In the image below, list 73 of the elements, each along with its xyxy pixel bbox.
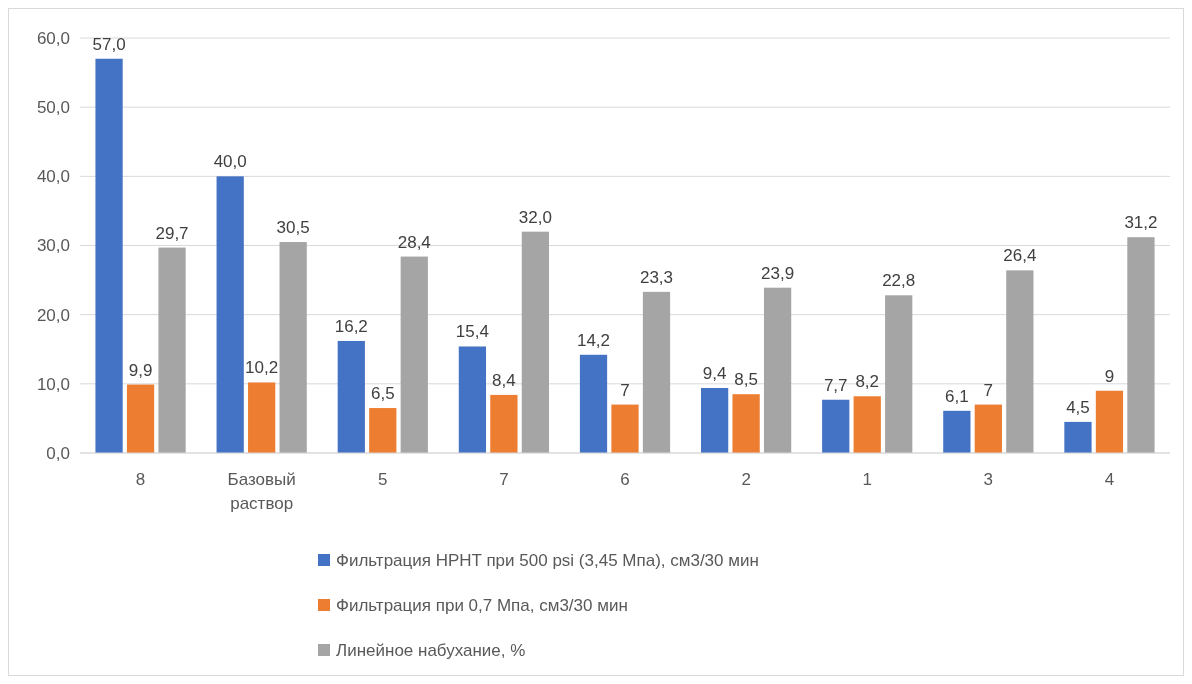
data-label: 7,7 — [823, 375, 848, 395]
bar — [974, 404, 1002, 453]
x-tick-label: 5 — [378, 470, 388, 489]
bar — [216, 176, 244, 453]
bar — [458, 346, 487, 453]
legend-label: Фильтрация HPHT при 500 psi (3,45 Мпа), см3/30 мин — [336, 550, 759, 570]
y-tick-label: 60,0 — [36, 28, 70, 48]
bar — [521, 231, 549, 453]
bar — [337, 340, 365, 453]
bar — [642, 291, 671, 453]
bar — [1127, 237, 1155, 453]
x-tick-label: 1 — [862, 470, 872, 489]
data-label: 8,4 — [492, 370, 516, 390]
data-label: 8,5 — [734, 370, 758, 390]
data-label: 29,7 — [155, 223, 189, 243]
x-tick-label: 3 — [983, 470, 994, 489]
data-label: 57,0 — [92, 34, 126, 54]
data-label: 10,2 — [245, 358, 279, 378]
data-label: 4,5 — [1066, 397, 1090, 417]
data-label: 15,4 — [455, 322, 489, 342]
y-tick-label: 20,0 — [36, 305, 70, 325]
bar — [885, 295, 913, 453]
bar — [579, 354, 608, 453]
x-tick-label: 4 — [1104, 470, 1115, 489]
y-tick-label: 30,0 — [36, 236, 70, 256]
y-tick-label: 50,0 — [36, 98, 70, 118]
bar — [943, 410, 971, 453]
bar — [732, 394, 760, 453]
data-label: 6,5 — [370, 384, 395, 404]
data-label: 9 — [1104, 366, 1115, 386]
bar — [701, 387, 729, 453]
data-label: 9,9 — [128, 360, 153, 380]
y-tick-label: 40,0 — [36, 167, 70, 187]
bar — [490, 394, 518, 453]
legend-label: Линейное набухание, % — [336, 640, 526, 660]
data-label: 7 — [983, 380, 994, 400]
bar — [853, 396, 881, 453]
bar — [611, 404, 639, 453]
x-tick-label: Базовый раствор — [227, 470, 296, 513]
data-label: 23,9 — [761, 263, 795, 283]
data-label: 16,2 — [334, 316, 368, 336]
bar — [1064, 421, 1092, 453]
data-label: 7 — [620, 380, 630, 400]
x-tick-label: 8 — [135, 470, 146, 489]
data-label: 40,0 — [213, 152, 247, 172]
data-label: 30,5 — [276, 218, 310, 238]
data-label: 6,1 — [945, 386, 969, 406]
data-label: 22,8 — [882, 271, 916, 291]
data-label: 23,3 — [639, 267, 674, 287]
bar — [1006, 270, 1034, 453]
data-label: 8,2 — [855, 372, 880, 392]
data-label: 28,4 — [397, 232, 431, 252]
y-tick-label: 10,0 — [36, 374, 70, 394]
x-tick-label: 7 — [499, 470, 509, 489]
data-label: 32,0 — [518, 207, 552, 227]
data-label: 31,2 — [1124, 213, 1158, 233]
data-label: 26,4 — [1003, 246, 1037, 266]
bar — [369, 408, 397, 453]
data-label: 14,2 — [576, 330, 611, 350]
data-label: 9,4 — [702, 363, 727, 383]
bar — [763, 287, 792, 453]
x-tick-label: 6 — [620, 470, 630, 489]
bar — [1095, 390, 1124, 453]
bar — [95, 58, 123, 453]
x-tick-label: 2 — [741, 470, 751, 489]
legend-label: Фильтрация при 0,7 Мпа, см3/30 мин — [336, 595, 628, 615]
bar — [400, 256, 428, 453]
bar — [248, 382, 276, 453]
bar — [126, 384, 155, 453]
bar — [822, 399, 850, 453]
y-tick-label: 0,0 — [46, 443, 70, 463]
bar — [279, 242, 307, 453]
bar — [158, 247, 186, 453]
